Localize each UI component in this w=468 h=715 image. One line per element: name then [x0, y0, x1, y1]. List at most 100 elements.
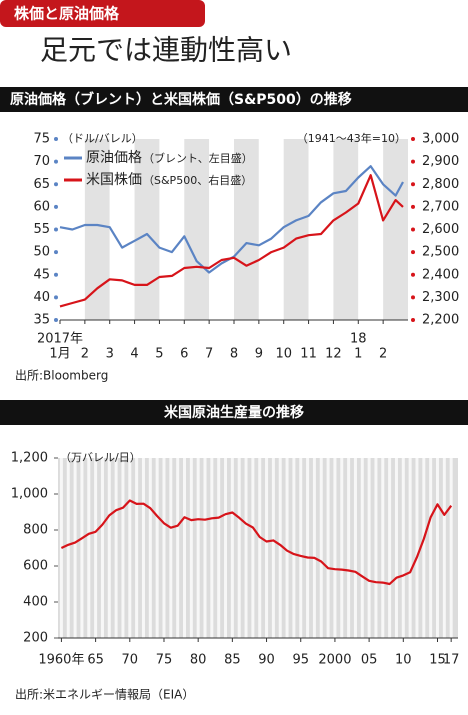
- y2-tick-dot: [411, 159, 415, 164]
- x-tick-label: 65: [87, 653, 104, 668]
- month-band: [184, 139, 210, 320]
- y-tick-label: 400: [23, 595, 48, 610]
- x-tick-label: 2: [379, 347, 387, 362]
- x-tick-label: 05: [361, 653, 378, 668]
- y-tick-label: 75: [33, 132, 50, 147]
- x-tick-label: 80: [190, 653, 207, 668]
- y2-tick-dot: [411, 182, 415, 187]
- y-tick-label: 55: [33, 222, 50, 237]
- y2-tick-dot: [411, 204, 415, 209]
- x-tick-label: 85: [224, 653, 241, 668]
- x-tick-label: 8: [230, 347, 238, 362]
- month-band: [234, 139, 259, 320]
- y-tick-dot: [54, 318, 58, 322]
- x-tick-label: 9: [255, 347, 263, 362]
- month-band: [209, 139, 234, 320]
- y-tick-label: 35: [33, 313, 50, 328]
- y-tick-dot: [54, 295, 58, 300]
- plot-background: [58, 458, 458, 638]
- x-tick-label: 95: [292, 653, 309, 668]
- y-tick-label: 70: [33, 154, 50, 169]
- y-tick-label: 40: [33, 290, 50, 305]
- x-tick-label: 5: [155, 347, 163, 362]
- legend-label: 米国株価: [86, 172, 142, 188]
- y-axis-label: （ドル/バレル）: [62, 132, 143, 145]
- section-header: [0, 87, 468, 112]
- y2-tick-label: 2,400: [422, 267, 459, 282]
- x-tick-label: 1: [354, 347, 362, 362]
- y2-tick-label: 2,200: [422, 313, 459, 328]
- y-tick-label: 1,200: [11, 451, 48, 466]
- y2-tick-label: 2,300: [422, 290, 459, 305]
- month-band: [84, 139, 110, 320]
- section-title: 米国原油生産量の推移: [164, 404, 304, 421]
- source: 出所:米エネルギー情報局（EIA）: [15, 688, 194, 702]
- y-tick-label: 1,000: [11, 487, 48, 502]
- legend-note: （S&P500、右目盛）: [143, 173, 252, 187]
- page-title: 足元では連動性高い: [40, 34, 292, 67]
- y-tick-label: 800: [23, 523, 48, 538]
- y-tick-label: 200: [23, 631, 48, 646]
- month-band: [308, 139, 334, 320]
- y-tick-label: 50: [33, 245, 50, 260]
- tag-background: [0, 0, 205, 27]
- y-tick-label: 45: [33, 267, 50, 282]
- y-axis-label: （万バレル/日）: [60, 451, 141, 464]
- x-tick-label: 12: [325, 347, 342, 362]
- x-tick-label: 17: [443, 653, 460, 668]
- source: 出所:Bloomberg: [15, 369, 108, 383]
- legend-label: 原油価格: [86, 150, 142, 166]
- y2-tick-label: 2,600: [422, 222, 459, 237]
- x-tick-label: 7: [205, 347, 213, 362]
- y2-tick-label: 2,900: [422, 154, 459, 169]
- y-tick-dot: [54, 272, 58, 277]
- y-tick-dot: [54, 227, 58, 232]
- y2-axis-label: （1941～43年=10）: [297, 131, 406, 145]
- month-band: [159, 139, 185, 320]
- x-tick-label: 11: [300, 347, 317, 362]
- month-band: [358, 139, 384, 320]
- x-tick-label: 90: [258, 653, 275, 668]
- y2-tick-label: 2,800: [422, 177, 459, 192]
- series-line: [59, 165, 404, 274]
- y2-tick-dot: [411, 272, 415, 277]
- x-tick-label: 4: [130, 347, 138, 362]
- y2-tick-label: 3,000: [422, 132, 459, 147]
- y2-tick-dot: [411, 318, 415, 322]
- series-line: [60, 499, 453, 586]
- legend-note: （ブレント、左目盛）: [143, 151, 253, 165]
- y-tick-dot: [54, 137, 58, 141]
- x-tick-label: 70: [122, 653, 139, 668]
- y-tick-dot: [54, 159, 58, 164]
- y-tick-label: 60: [33, 199, 50, 214]
- month-band: [258, 139, 284, 320]
- x-tick-label: 15: [429, 653, 446, 668]
- y2-tick-label: 2,700: [422, 199, 459, 214]
- month-band: [383, 139, 408, 320]
- month-band: [283, 139, 309, 320]
- x-tick-label: 75: [156, 653, 173, 668]
- y-tick-label: 65: [33, 177, 50, 192]
- x-year-label: 18: [350, 332, 367, 347]
- month-band: [134, 139, 160, 320]
- x-tick-label: 6: [180, 347, 188, 362]
- x-tick-label: 3: [106, 347, 114, 362]
- y-tick-dot: [54, 250, 58, 255]
- x-tick-label: 1960年: [38, 653, 84, 668]
- x-tick-label: 1月: [49, 347, 70, 362]
- month-band: [109, 139, 135, 320]
- y2-tick-label: 2,500: [422, 245, 459, 260]
- month-band: [333, 139, 359, 320]
- x-tick-label: 2: [81, 347, 89, 362]
- x-year-label: 2017年: [37, 332, 83, 347]
- series-line: [59, 174, 404, 308]
- section-header: [0, 400, 468, 425]
- x-tick-label: 10: [275, 347, 292, 362]
- y-tick-dot: [54, 204, 58, 209]
- x-tick-label: 10: [395, 653, 412, 668]
- y-tick-label: 600: [23, 559, 48, 574]
- y-tick-dot: [54, 182, 58, 187]
- tag: 株価と原油価格: [14, 5, 120, 23]
- y2-tick-dot: [411, 227, 415, 232]
